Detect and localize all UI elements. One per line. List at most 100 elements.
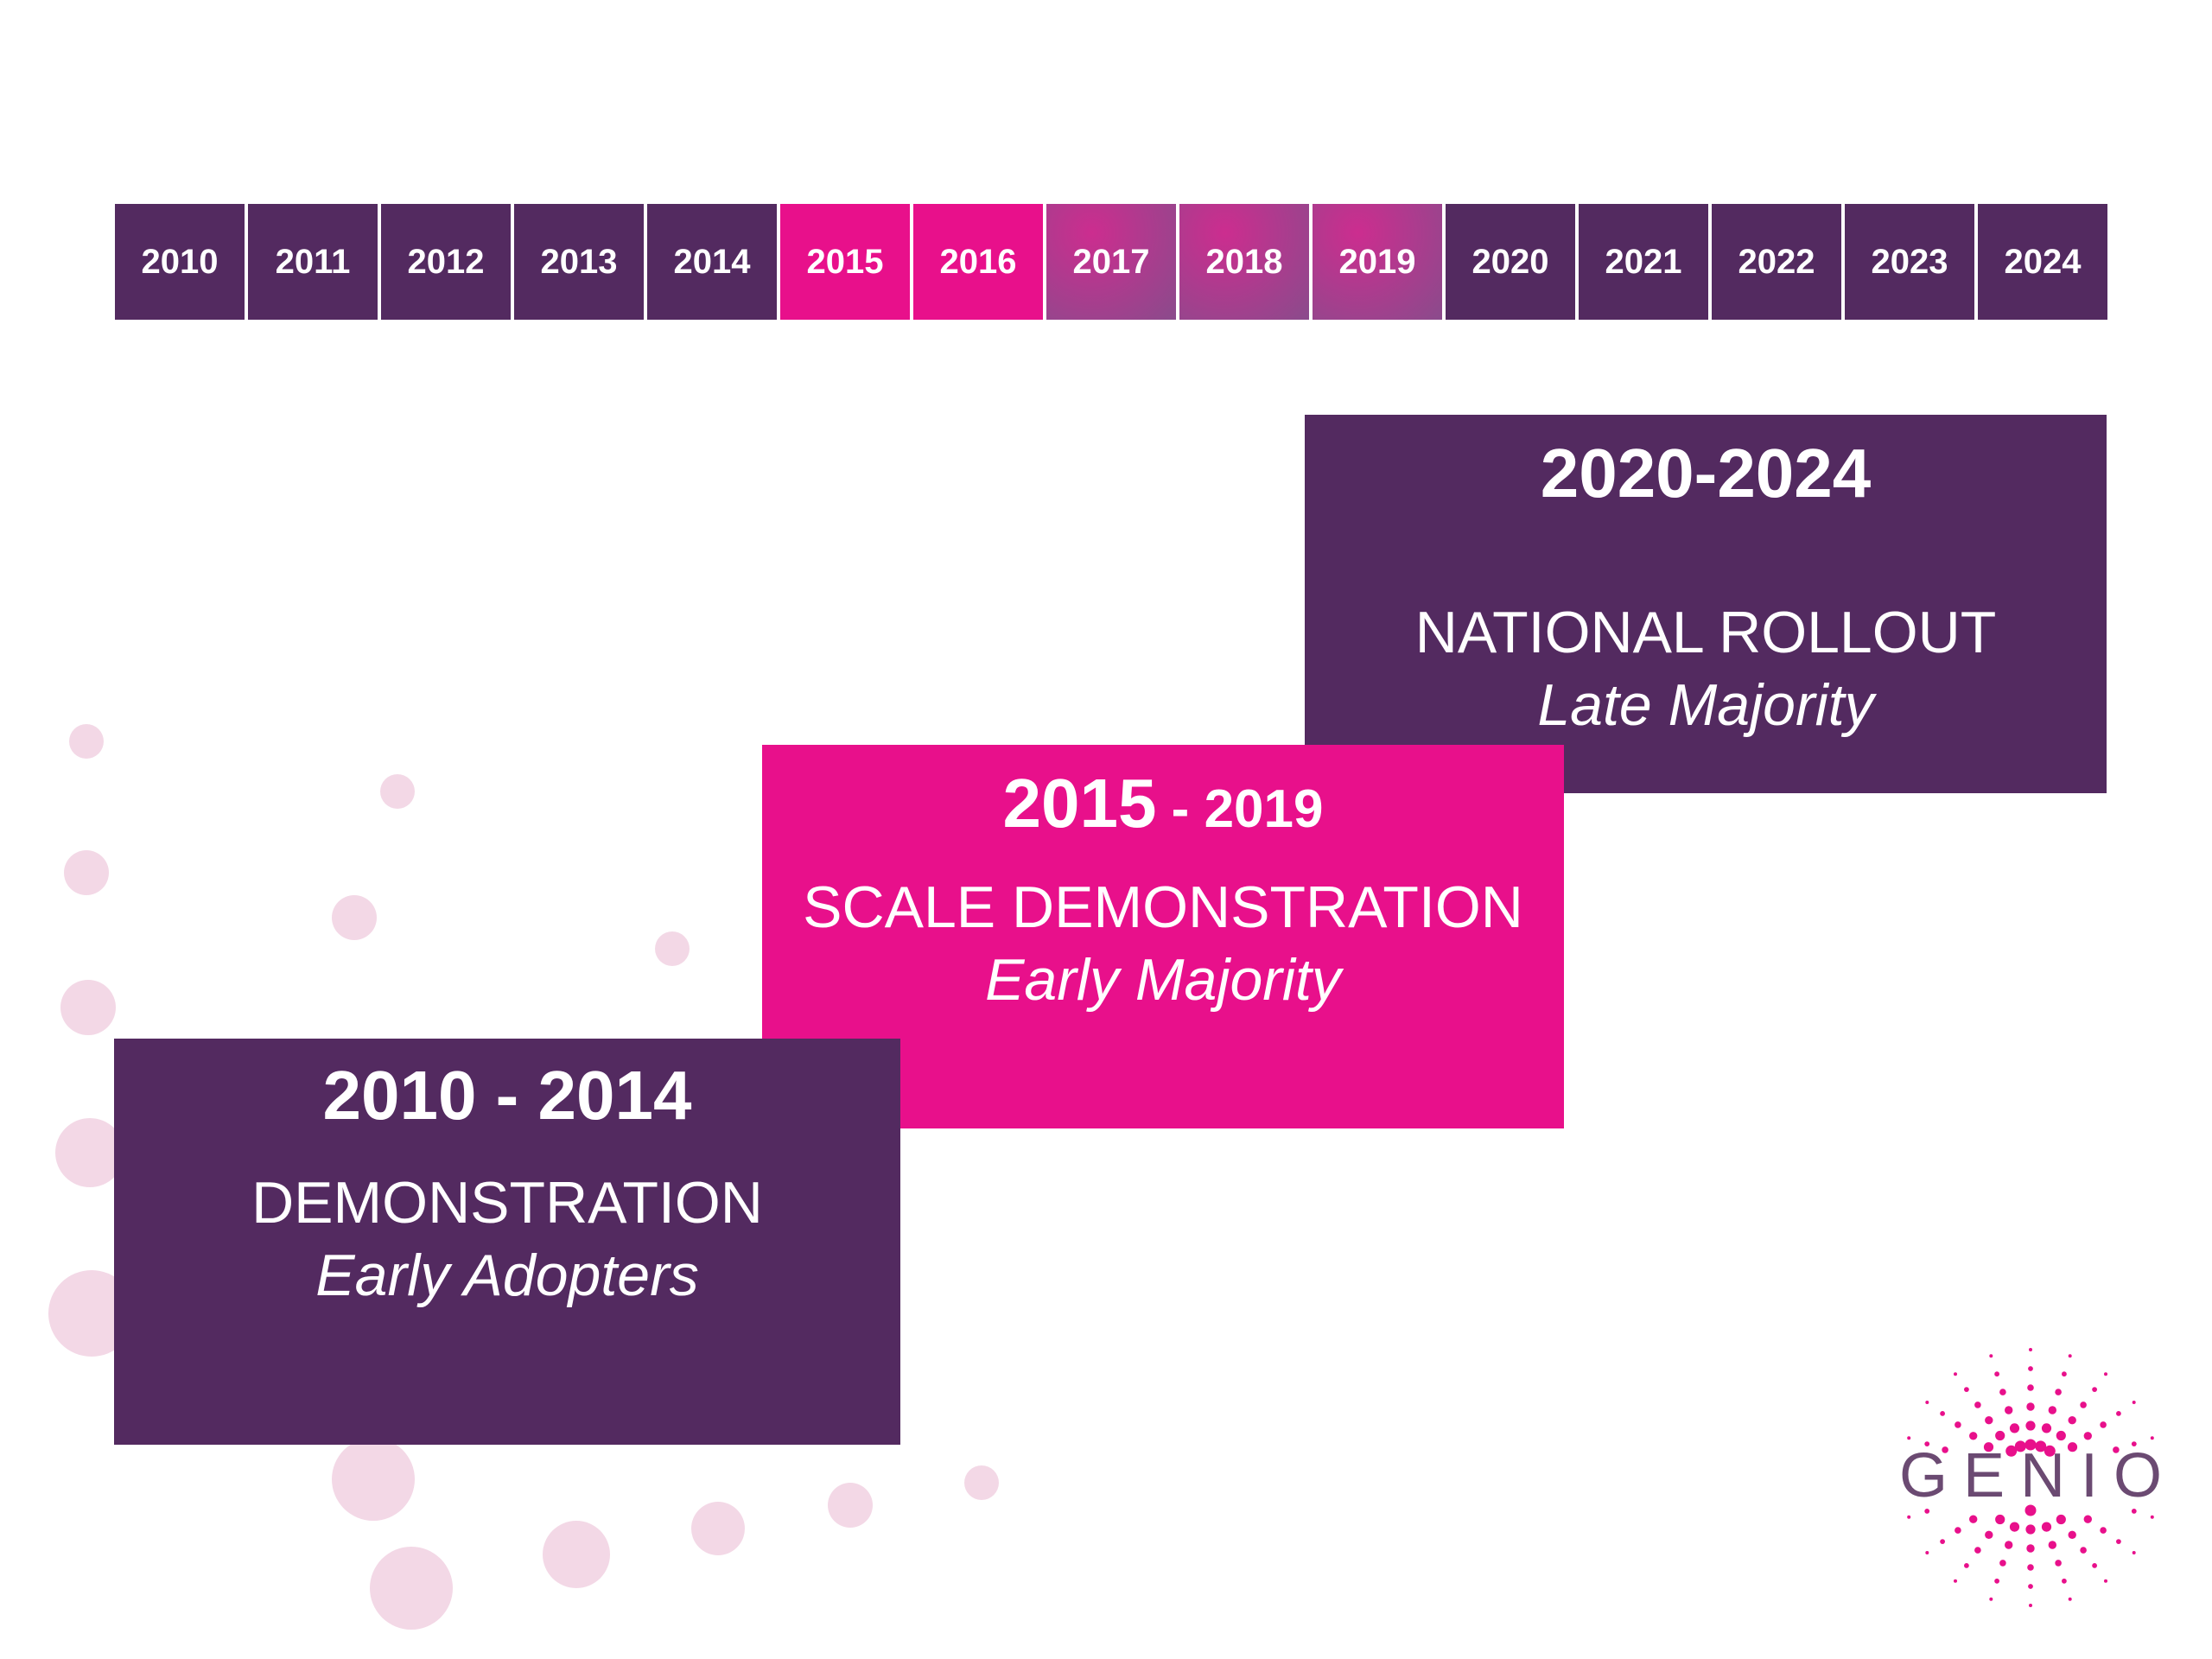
logo-dot: [1999, 1389, 2006, 1395]
range-end: 2019: [1204, 779, 1324, 839]
year-cell-2013: 2013: [514, 204, 644, 320]
logo-dot: [2131, 1509, 2137, 1514]
bubble: [655, 931, 690, 966]
logo-dot: [1985, 1530, 1993, 1539]
logo-dot: [1955, 1527, 1961, 1534]
logo-dot: [2132, 1401, 2136, 1404]
year-cell-2015: 2015: [780, 204, 910, 320]
timeline-year-bar: 2010 2011 2012 2013 2014 2015 2016 2017 2018 2019…: [115, 204, 2107, 320]
phase-title: SCALE DEMONSTRATION: [803, 874, 1523, 940]
logo-dot: [1969, 1515, 1978, 1523]
logo-dot: [2116, 1411, 2121, 1416]
bubble: [691, 1502, 745, 1555]
logo-dot: [2024, 1439, 2037, 1451]
bubble: [828, 1483, 873, 1528]
logo-dot: [1954, 1579, 1957, 1583]
year-cell-2022: 2022: [1712, 204, 1841, 320]
logo-dot: [2048, 1406, 2056, 1414]
logo-dot: [1924, 1441, 1930, 1446]
logo-dot: [2027, 1384, 2034, 1391]
logo-dot: [1969, 1432, 1978, 1440]
logo-dot: [2150, 1436, 2154, 1440]
logo-dot: [1954, 1372, 1957, 1376]
logo-dot: [1983, 1442, 1994, 1452]
logo-dot: [1994, 1371, 1999, 1377]
logo-dot: [2116, 1539, 2121, 1544]
phase-title: DEMONSTRATION: [251, 1170, 763, 1236]
bubble: [69, 724, 104, 759]
logo-dot: [2083, 1515, 2092, 1523]
logo-dot: [2083, 1432, 2092, 1440]
bubble: [964, 1465, 999, 1500]
logo-dot: [1994, 1578, 1999, 1584]
logo-dot: [1995, 1430, 2005, 1441]
logo-dot: [1940, 1411, 1945, 1416]
year-cell-2016: 2016: [913, 204, 1043, 320]
logo-dot: [1999, 1560, 2006, 1567]
logo-dot: [2024, 1504, 2037, 1516]
range-start: 2015: [1002, 765, 1157, 842]
phase-title: NATIONAL ROLLOUT: [1414, 600, 1997, 665]
logo-dot: [1925, 1551, 1929, 1554]
logo-dot: [2067, 1442, 2078, 1452]
logo-dot: [2131, 1441, 2137, 1446]
logo-dot: [2028, 1584, 2033, 1589]
year-cell-2018: 2018: [1179, 204, 1309, 320]
bubble: [64, 850, 109, 895]
bubble: [370, 1547, 453, 1630]
logo-dot: [2029, 1348, 2032, 1351]
year-cell-2023: 2023: [1845, 204, 1974, 320]
phase-demonstration: 2010 - 2014 DEMONSTRATION Early Adopters: [114, 1039, 900, 1445]
logo-dot: [1985, 1416, 1993, 1425]
range-separator: -: [1156, 779, 1205, 839]
logo-dot: [1925, 1401, 1929, 1404]
bubble: [543, 1521, 610, 1588]
bubble: [332, 1438, 415, 1521]
logo-dot: [2026, 1544, 2035, 1553]
logo-dot: [1907, 1515, 1911, 1519]
phase-range: 2015 - 2019: [762, 769, 1564, 838]
logo-dot: [2005, 1445, 2018, 1457]
logo-dot: [1995, 1514, 2005, 1525]
logo-dot: [2041, 1423, 2052, 1433]
logo-text: GENIO: [1899, 1441, 2178, 1510]
logo-dot: [2028, 1366, 2033, 1371]
year-cell-2021: 2021: [1579, 204, 1708, 320]
logo-dot: [1924, 1509, 1930, 1514]
logo-dot: [2044, 1445, 2056, 1457]
year-cell-2019: 2019: [1313, 204, 1442, 320]
logo-dot: [1974, 1547, 1981, 1554]
logo-dot: [1989, 1354, 1993, 1358]
logo-dot: [2068, 1354, 2072, 1358]
logo-dot: [1907, 1436, 1911, 1440]
logo-dot: [2041, 1522, 2052, 1532]
logo-dot: [2026, 1402, 2035, 1411]
phase-range: 2020-2024: [1540, 435, 1872, 512]
logo-dot: [2025, 1524, 2036, 1535]
logo-dot: [2005, 1406, 2013, 1414]
logo-dot: [1989, 1597, 1993, 1601]
sunburst-dots-icon: [1907, 1348, 2154, 1607]
logo-dot: [2062, 1578, 2067, 1584]
year-cell-2012: 2012: [381, 204, 511, 320]
logo-dot: [2150, 1515, 2154, 1519]
logo-dot: [2104, 1372, 2107, 1376]
phase-subtitle: Early Majority: [985, 947, 1341, 1013]
logo-dot: [2092, 1387, 2097, 1392]
logo-dot: [2048, 1541, 2056, 1549]
logo-dot: [1964, 1563, 1969, 1568]
logo-dot: [2009, 1423, 2020, 1433]
logo-dot: [2005, 1541, 2013, 1549]
logo-dot: [1964, 1387, 1969, 1392]
logo-dot: [2100, 1421, 2107, 1428]
logo-dot: [2104, 1579, 2107, 1583]
logo-dot: [2100, 1527, 2107, 1534]
logo-dot: [1940, 1539, 1945, 1544]
logo-dot: [1974, 1402, 1981, 1408]
phase-subtitle: Late Majority: [1537, 672, 1874, 738]
logo-dot: [2055, 1389, 2062, 1395]
phase-national-rollout: 2020-2024 NATIONAL ROLLOUT Late Majority: [1305, 415, 2107, 793]
logo-dot: [2025, 1421, 2036, 1431]
logo-dot: [2113, 1446, 2120, 1453]
